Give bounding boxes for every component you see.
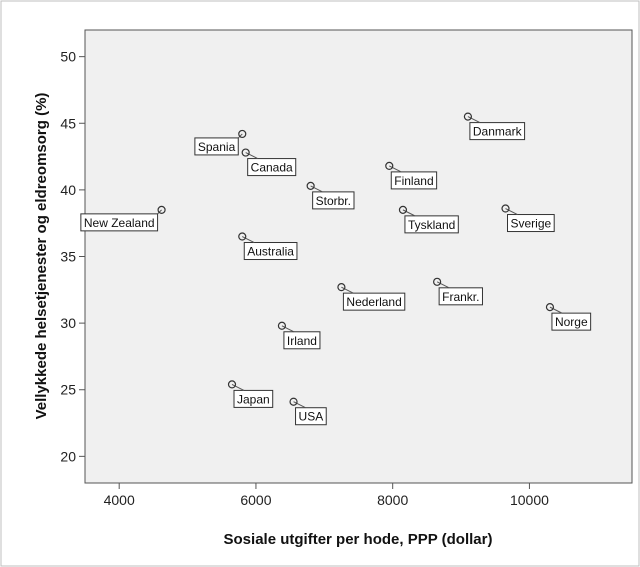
data-point-leader bbox=[402, 209, 416, 217]
data-points: Danmark Spania Canada Finland Storbr. New Zea… bbox=[80, 112, 592, 426]
data-point-label: Finland bbox=[394, 174, 433, 188]
data-point-marker bbox=[337, 283, 346, 292]
y-tick-label: 20 bbox=[60, 448, 76, 464]
data-point-marker bbox=[238, 129, 247, 139]
data-point-leader bbox=[389, 165, 402, 173]
data-point: Storbr. bbox=[306, 181, 355, 210]
axes: 4000 6000 8000 10000 20 25 30 35 40 45 50 bbox=[60, 30, 632, 508]
data-point-label: New Zealand bbox=[84, 216, 155, 230]
y-tick-label: 25 bbox=[60, 382, 76, 398]
data-point-label-box bbox=[438, 287, 483, 306]
data-point-label: Spania bbox=[198, 140, 236, 154]
data-point-marker bbox=[277, 321, 287, 330]
data-point-label: Norge bbox=[555, 315, 588, 329]
data-point: Norge bbox=[545, 303, 592, 331]
x-tick-label: 4000 bbox=[104, 492, 135, 508]
x-tick-label: 6000 bbox=[240, 492, 271, 508]
data-point-leader bbox=[467, 116, 481, 124]
data-point-marker bbox=[501, 204, 510, 213]
data-point-label-box bbox=[390, 171, 438, 190]
data-point-label: USA bbox=[299, 410, 324, 424]
data-point-label: Canada bbox=[251, 161, 293, 175]
data-point-label-box bbox=[342, 292, 406, 311]
data-point: Finland bbox=[385, 161, 438, 190]
data-point-leader bbox=[341, 286, 354, 294]
x-tick-label: 8000 bbox=[377, 492, 408, 508]
y-tick-label: 45 bbox=[60, 115, 76, 131]
plot-area bbox=[84, 29, 633, 484]
data-point-marker bbox=[545, 303, 555, 312]
data-point-marker bbox=[463, 112, 472, 121]
data-point-leader bbox=[310, 185, 323, 193]
data-point-label: Danmark bbox=[473, 125, 523, 139]
data-point-label-box bbox=[295, 407, 327, 426]
data-point-leader bbox=[293, 401, 306, 409]
data-point-leader bbox=[245, 152, 258, 160]
data-point-leader bbox=[549, 306, 563, 314]
y-tick-label: 40 bbox=[60, 182, 76, 198]
data-point-marker bbox=[306, 181, 315, 190]
data-point: Danmark bbox=[463, 112, 526, 141]
data-point-label: Tyskland bbox=[408, 218, 455, 232]
data-point-label-box bbox=[469, 122, 526, 141]
x-axis-title: Sosiale utgifter per hode, PPP (dollar) bbox=[224, 531, 493, 548]
data-point-marker bbox=[385, 161, 394, 170]
y-tick-label: 30 bbox=[60, 315, 76, 331]
data-point-leader bbox=[231, 383, 245, 391]
data-point-leader bbox=[237, 133, 243, 139]
data-point-label-box bbox=[312, 191, 355, 210]
data-point: Irland bbox=[277, 321, 321, 350]
data-point-leader bbox=[242, 236, 255, 243]
data-point: Australia bbox=[238, 232, 298, 261]
data-point-label: Australia bbox=[247, 245, 294, 259]
data-point-label-box bbox=[194, 137, 239, 156]
data-point-marker bbox=[398, 205, 408, 214]
data-point-label-box bbox=[243, 242, 298, 261]
data-point-label-box bbox=[247, 158, 297, 177]
data-point-leader bbox=[157, 209, 162, 215]
data-point-leader bbox=[281, 325, 295, 333]
data-point-label: Sverige bbox=[511, 217, 552, 231]
data-point-label-box bbox=[233, 389, 274, 408]
y-tick-label: 35 bbox=[60, 249, 76, 265]
data-point: Tyskland bbox=[398, 205, 459, 234]
data-point-leader bbox=[436, 281, 450, 289]
y-axis-title: Vellykkede helsetjenester og eldreomsorg… bbox=[33, 93, 50, 420]
data-point: Sverige bbox=[501, 204, 555, 233]
data-point: Nederland bbox=[337, 283, 406, 311]
data-point-label: Frankr. bbox=[442, 290, 479, 304]
data-point: New Zealand bbox=[80, 205, 166, 232]
y-tick-label: 50 bbox=[60, 49, 76, 65]
data-point-marker bbox=[289, 397, 298, 406]
x-tick-label: 10000 bbox=[510, 492, 549, 508]
data-point: Canada bbox=[241, 148, 297, 177]
data-point-marker bbox=[157, 205, 166, 214]
data-point: USA bbox=[289, 397, 327, 426]
data-point-marker bbox=[241, 148, 250, 157]
data-point-label: Nederland bbox=[346, 295, 401, 309]
data-point: Japan bbox=[227, 380, 274, 408]
data-point-label-box bbox=[507, 214, 555, 233]
data-point-label-box bbox=[551, 312, 592, 331]
data-point: Spania bbox=[194, 129, 247, 156]
data-point-label: Irland bbox=[287, 334, 317, 348]
data-point: Frankr. bbox=[433, 277, 483, 306]
data-point-marker bbox=[433, 277, 442, 286]
data-point-leader bbox=[505, 208, 518, 215]
data-point-label-box bbox=[283, 331, 321, 350]
data-point-label: Storbr. bbox=[316, 194, 351, 208]
data-point-label-box bbox=[404, 215, 459, 234]
data-point-marker bbox=[227, 380, 237, 389]
data-point-label: Japan bbox=[237, 392, 270, 406]
data-point-label-box bbox=[80, 213, 159, 232]
data-point-marker bbox=[238, 232, 247, 241]
